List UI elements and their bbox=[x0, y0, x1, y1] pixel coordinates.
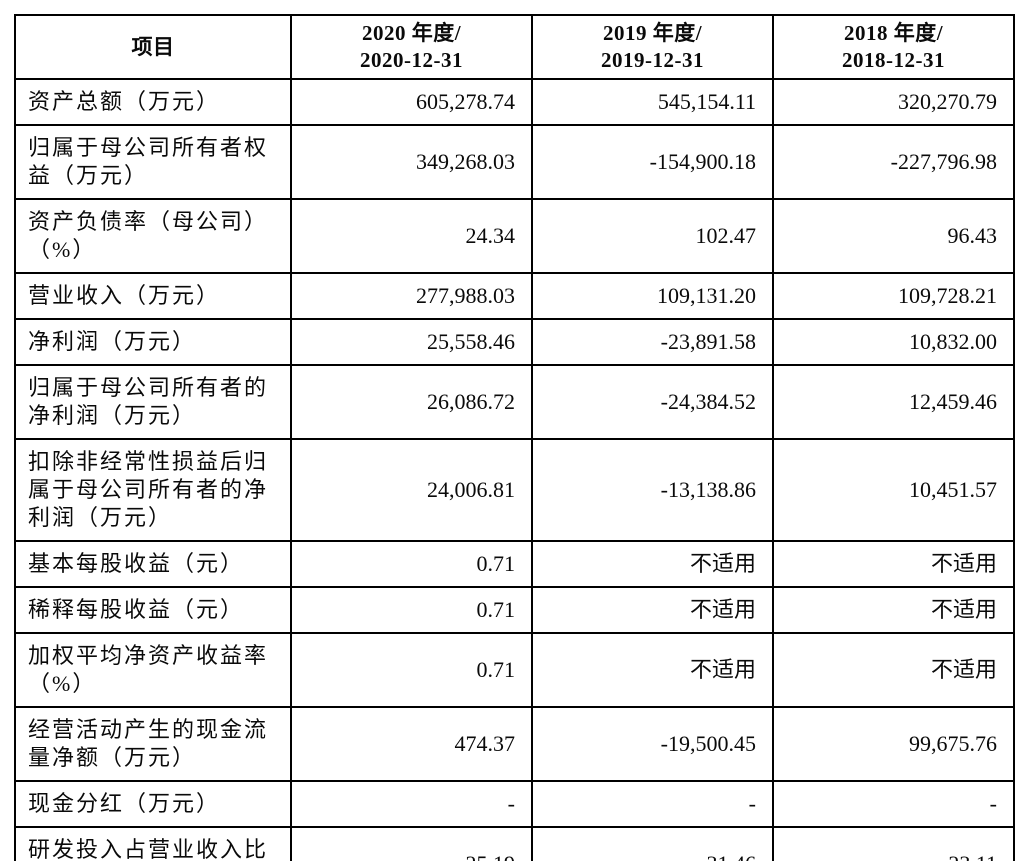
row-item-label: 经营活动产生的现金流量净额（万元） bbox=[14, 706, 292, 782]
row-value-2020: 277,988.03 bbox=[290, 272, 533, 320]
row-item-label: 研发投入占营业收入比例（%） bbox=[14, 826, 292, 861]
row-value-2020: 25.19 bbox=[290, 826, 533, 861]
row-item-label: 归属于母公司所有者权益（万元） bbox=[14, 124, 292, 200]
row-value-2019: 不适用 bbox=[531, 632, 774, 708]
table-row: 扣除非经常性损益后归属于母公司所有者的净利润（万元） 24,006.81 -13,1… bbox=[14, 438, 1015, 542]
row-item-label: 净利润（万元） bbox=[14, 318, 292, 366]
table-header: 项目 2020 年度/ 2020-12-31 2019 年度/ 2019-12-… bbox=[14, 14, 1015, 80]
header-period-line2: 2019-12-31 bbox=[601, 48, 704, 72]
row-value-2019: - bbox=[531, 780, 774, 828]
row-value-2019: 545,154.11 bbox=[531, 78, 774, 126]
row-item-label: 扣除非经常性损益后归属于母公司所有者的净利润（万元） bbox=[14, 438, 292, 542]
row-item-label: 营业收入（万元） bbox=[14, 272, 292, 320]
table-body: 资产总额（万元） 605,278.74 545,154.11 320,270.79 归属… bbox=[14, 78, 1015, 861]
row-value-2018: 10,832.00 bbox=[772, 318, 1015, 366]
row-item-label: 归属于母公司所有者的净利润（万元） bbox=[14, 364, 292, 440]
column-header-2019: 2019 年度/ 2019-12-31 bbox=[531, 14, 774, 80]
row-value-2018: 23.11 bbox=[772, 826, 1015, 861]
row-value-2018: 不适用 bbox=[772, 586, 1015, 634]
row-value-2019: -24,384.52 bbox=[531, 364, 774, 440]
table-row: 加权平均净资产收益率（%） 0.71 不适用 不适用 bbox=[14, 632, 1015, 708]
table-row: 现金分红（万元） - - - bbox=[14, 780, 1015, 828]
row-value-2020: 0.71 bbox=[290, 632, 533, 708]
row-value-2019: 102.47 bbox=[531, 198, 774, 274]
table-row: 经营活动产生的现金流量净额（万元） 474.37 -19,500.45 99,675.… bbox=[14, 706, 1015, 782]
table-row: 归属于母公司所有者的净利润（万元） 26,086.72 -24,384.52 12,4… bbox=[14, 364, 1015, 440]
row-value-2019: -13,138.86 bbox=[531, 438, 774, 542]
header-period-line1: 2020 年度/ bbox=[361, 21, 462, 45]
header-period-line2: 2018-12-31 bbox=[842, 48, 945, 72]
row-value-2020: - bbox=[290, 780, 533, 828]
row-item-label: 资产负债率（母公司）（%） bbox=[14, 198, 292, 274]
row-value-2019: 不适用 bbox=[531, 540, 774, 588]
row-value-2019: 109,131.20 bbox=[531, 272, 774, 320]
header-period-line1: 2019 年度/ bbox=[602, 21, 703, 45]
header-row: 项目 2020 年度/ 2020-12-31 2019 年度/ 2019-12-… bbox=[14, 14, 1015, 80]
row-value-2020: 0.71 bbox=[290, 540, 533, 588]
row-value-2019: -19,500.45 bbox=[531, 706, 774, 782]
row-value-2018: 不适用 bbox=[772, 540, 1015, 588]
row-value-2018: 12,459.46 bbox=[772, 364, 1015, 440]
row-item-label: 加权平均净资产收益率（%） bbox=[14, 632, 292, 708]
row-item-label: 基本每股收益（元） bbox=[14, 540, 292, 588]
row-item-label: 现金分红（万元） bbox=[14, 780, 292, 828]
table-row: 资产负债率（母公司）（%） 24.34 102.47 96.43 bbox=[14, 198, 1015, 274]
row-value-2020: 24.34 bbox=[290, 198, 533, 274]
row-value-2018: 不适用 bbox=[772, 632, 1015, 708]
header-period-line1: 2018 年度/ bbox=[843, 21, 944, 45]
row-value-2020: 26,086.72 bbox=[290, 364, 533, 440]
table-row: 净利润（万元） 25,558.46 -23,891.58 10,832.00 bbox=[14, 318, 1015, 366]
row-value-2020: 25,558.46 bbox=[290, 318, 533, 366]
column-header-2020: 2020 年度/ 2020-12-31 bbox=[290, 14, 533, 80]
table-row: 资产总额（万元） 605,278.74 545,154.11 320,270.79 bbox=[14, 78, 1015, 126]
row-value-2018: -227,796.98 bbox=[772, 124, 1015, 200]
column-header-item: 项目 bbox=[14, 14, 292, 80]
row-value-2018: 96.43 bbox=[772, 198, 1015, 274]
row-value-2019: 31.46 bbox=[531, 826, 774, 861]
row-item-label: 资产总额（万元） bbox=[14, 78, 292, 126]
row-value-2019: 不适用 bbox=[531, 586, 774, 634]
row-value-2018: 320,270.79 bbox=[772, 78, 1015, 126]
row-value-2018: 109,728.21 bbox=[772, 272, 1015, 320]
row-value-2020: 0.71 bbox=[290, 586, 533, 634]
table-row: 营业收入（万元） 277,988.03 109,131.20 109,728.21 bbox=[14, 272, 1015, 320]
row-value-2018: 99,675.76 bbox=[772, 706, 1015, 782]
header-period-line2: 2020-12-31 bbox=[360, 48, 463, 72]
row-item-label: 稀释每股收益（元） bbox=[14, 586, 292, 634]
row-value-2020: 24,006.81 bbox=[290, 438, 533, 542]
row-value-2020: 349,268.03 bbox=[290, 124, 533, 200]
row-value-2020: 605,278.74 bbox=[290, 78, 533, 126]
row-value-2019: -154,900.18 bbox=[531, 124, 774, 200]
table-row: 归属于母公司所有者权益（万元） 349,268.03 -154,900.18 -227… bbox=[14, 124, 1015, 200]
table-row: 研发投入占营业收入比例（%）25.1931.4623.11 bbox=[14, 826, 1015, 861]
row-value-2019: -23,891.58 bbox=[531, 318, 774, 366]
table-row: 基本每股收益（元） 0.71 不适用 不适用 bbox=[14, 540, 1015, 588]
financial-summary-table: 项目 2020 年度/ 2020-12-31 2019 年度/ 2019-12-… bbox=[14, 14, 1015, 861]
column-header-2018: 2018 年度/ 2018-12-31 bbox=[772, 14, 1015, 80]
row-value-2020: 474.37 bbox=[290, 706, 533, 782]
row-value-2018: 10,451.57 bbox=[772, 438, 1015, 542]
table-row: 稀释每股收益（元） 0.71 不适用 不适用 bbox=[14, 586, 1015, 634]
row-value-2018: - bbox=[772, 780, 1015, 828]
